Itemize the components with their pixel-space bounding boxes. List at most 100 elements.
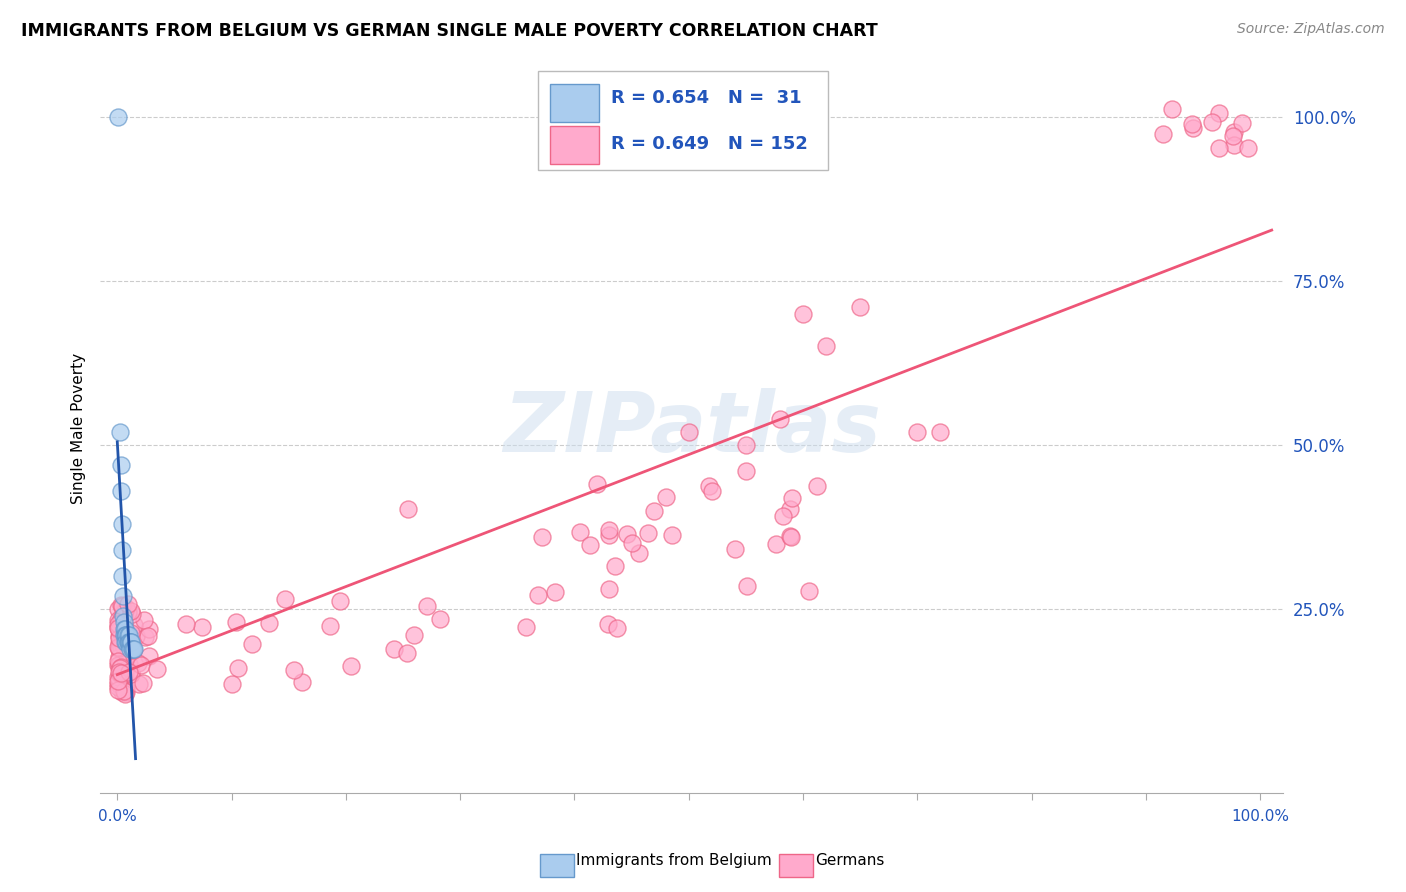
FancyBboxPatch shape [550,84,599,121]
Point [108,616,131,631]
Point [108,636,131,650]
Point [792,307,814,321]
Point [111,543,134,558]
Point [396,501,419,516]
Point [110,640,132,654]
Point [526,588,548,602]
Point [586,477,609,491]
Point [129,657,152,672]
Point [111,599,134,613]
Point [121,641,143,656]
Point [257,616,280,631]
Point [122,617,145,632]
Point [628,546,651,560]
Point [110,483,132,498]
Point [112,615,135,630]
Point [108,649,131,664]
Point [107,617,129,632]
Point [121,607,143,622]
Point [395,646,418,660]
Point [107,681,129,695]
Point [107,640,129,654]
Point [134,630,156,644]
Text: Source: ZipAtlas.com: Source: ZipAtlas.com [1237,22,1385,37]
Point [226,661,249,675]
Point [114,666,136,681]
Point [110,608,132,623]
Text: 0.0%: 0.0% [98,809,136,824]
Point [107,629,129,643]
Point [124,629,146,643]
Point [1208,141,1230,155]
Point [637,526,659,541]
Point [111,685,134,699]
Point [429,612,451,626]
Point [108,642,131,657]
Point [107,654,129,668]
Point [127,657,149,671]
Point [402,628,425,642]
Point [122,641,145,656]
Point [111,608,134,623]
Point [122,641,145,656]
Point [114,681,136,696]
Point [579,538,602,552]
Point [108,665,131,680]
Point [136,629,159,643]
Point [114,600,136,615]
Point [114,687,136,701]
Point [1161,102,1184,116]
Point [1222,129,1244,144]
Point [221,676,243,690]
Point [132,676,155,690]
Point [191,620,214,634]
Point [115,628,138,642]
Point [111,638,134,652]
Point [128,677,150,691]
Point [112,628,135,642]
Point [1152,127,1174,141]
Point [118,641,141,656]
Point [118,665,141,680]
Point [107,682,129,697]
Point [108,666,131,681]
Point [110,665,132,680]
Point [120,625,142,640]
Point [115,648,138,663]
Point [107,602,129,616]
Point [616,526,638,541]
Point [107,613,129,627]
Point [111,569,134,583]
Point [107,674,129,689]
Point [1223,138,1246,153]
Point [107,621,129,635]
Point [530,530,553,544]
Point [108,665,131,679]
Point [384,641,406,656]
Point [1201,115,1223,129]
Point [769,411,792,425]
Point [117,628,139,642]
Point [114,622,136,636]
Point [110,661,132,675]
Point [115,684,138,698]
Point [110,598,132,612]
Point [661,528,683,542]
Point [283,663,305,677]
Point [724,541,747,556]
Point [108,623,131,637]
Point [806,479,828,493]
Point [598,524,620,538]
Point [112,605,135,619]
Point [112,684,135,698]
Point [174,617,197,632]
Point [797,584,820,599]
FancyBboxPatch shape [538,71,828,169]
Point [568,524,591,539]
Point [121,641,143,656]
Point [112,618,135,632]
Point [120,604,142,618]
Point [735,579,758,593]
Point [107,110,129,124]
Point [107,676,129,690]
